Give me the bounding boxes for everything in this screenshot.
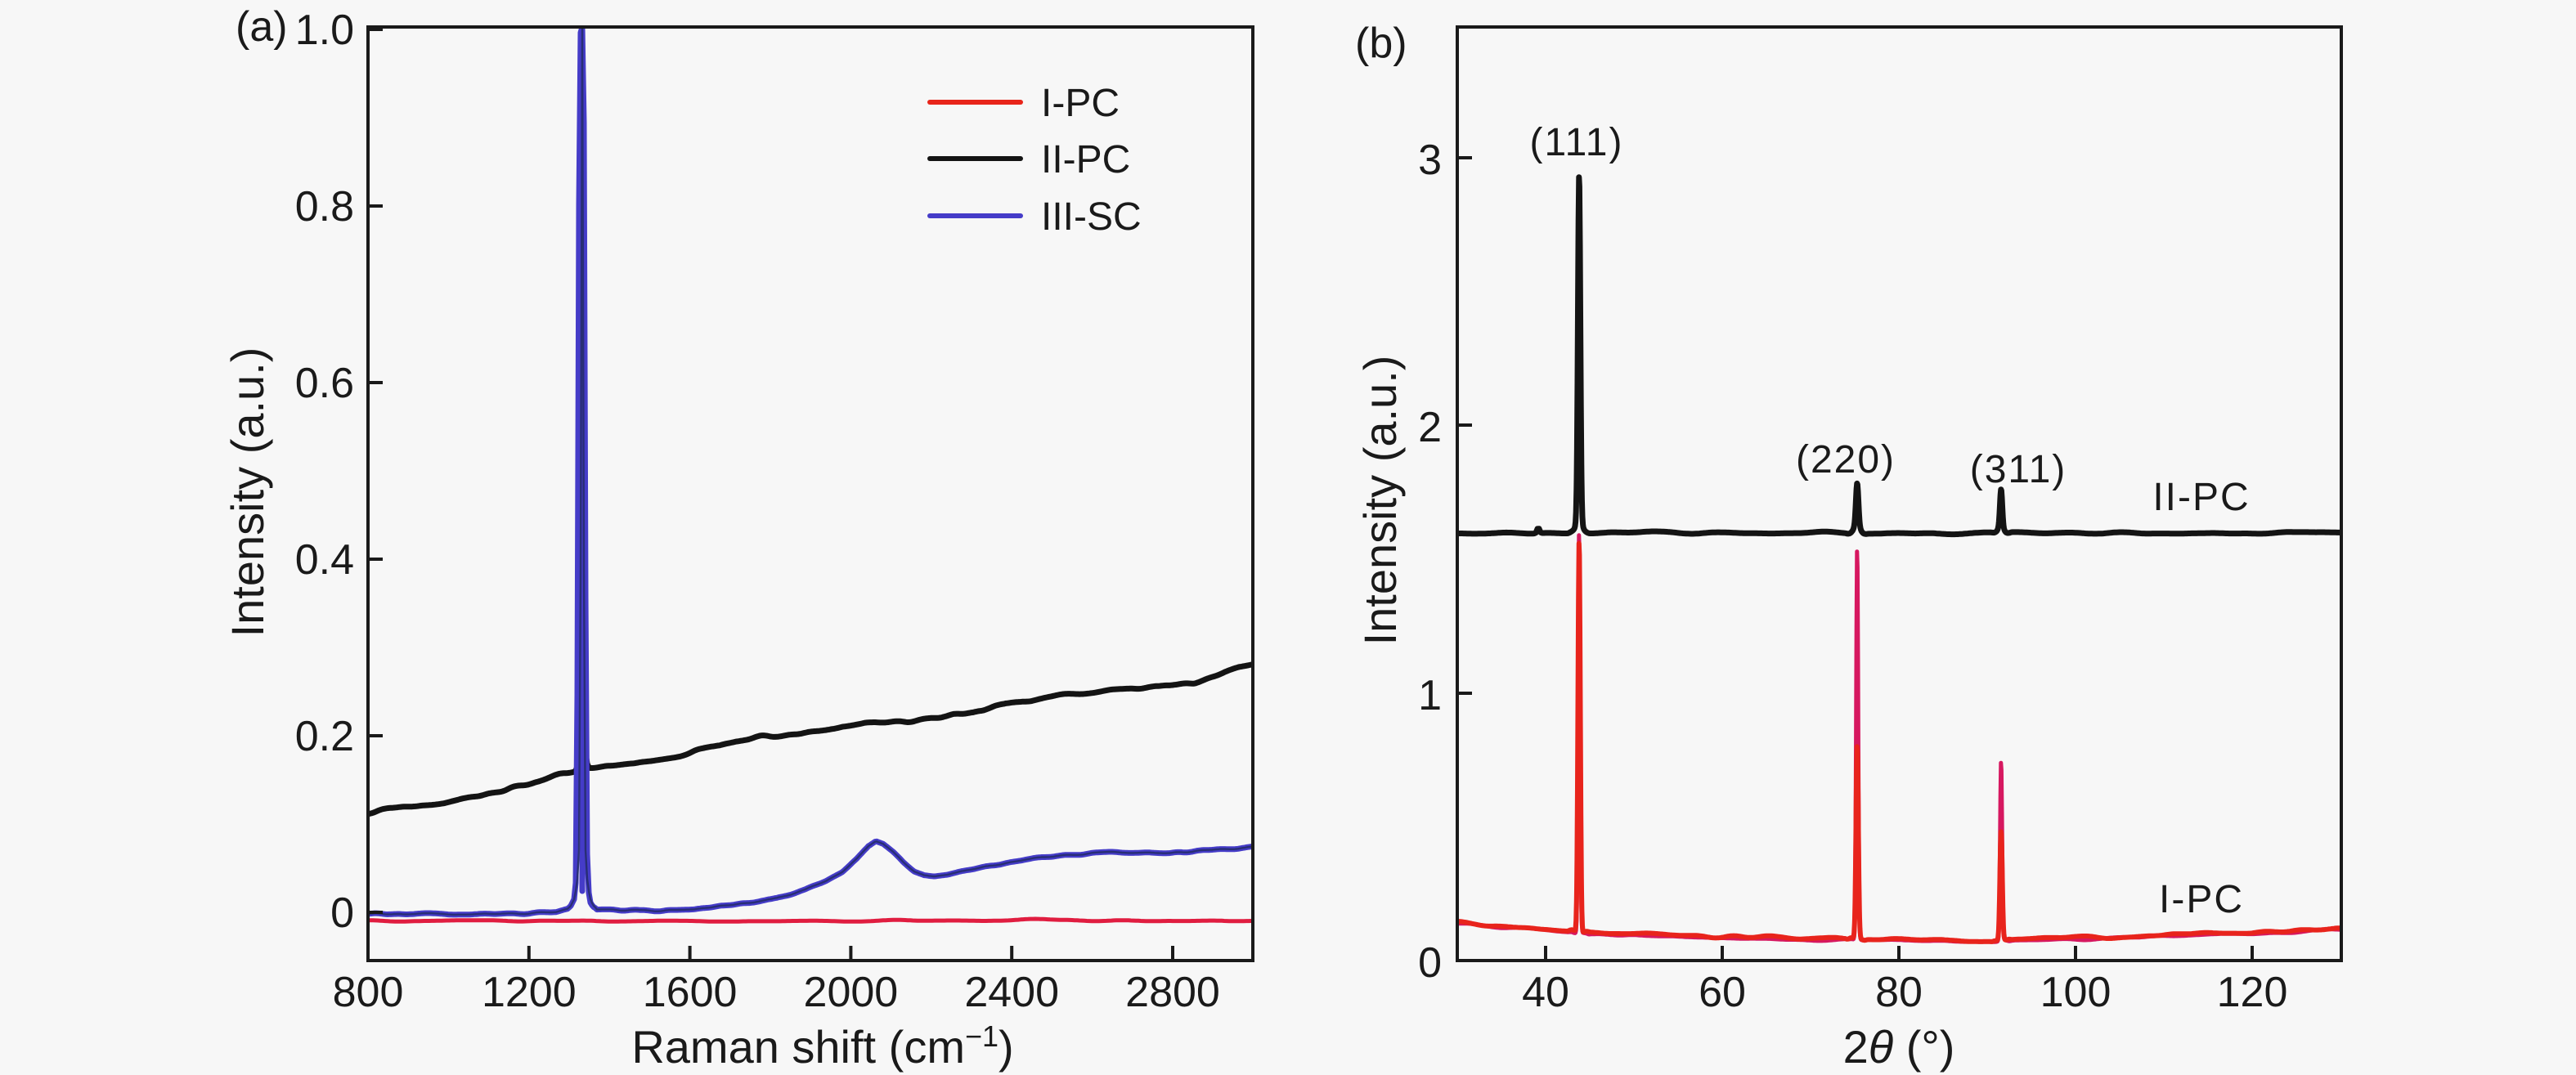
svg-text:1200: 1200 <box>482 969 577 1016</box>
svg-text:120: 120 <box>2217 969 2288 1016</box>
svg-text:II-PC: II-PC <box>2152 476 2250 519</box>
svg-text:40: 40 <box>1522 969 1569 1016</box>
svg-text:(311): (311) <box>1970 448 2067 491</box>
svg-text:(111): (111) <box>1530 121 1624 164</box>
svg-text:800: 800 <box>333 969 404 1016</box>
svg-text:Intensity (a.u.): Intensity (a.u.) <box>1354 356 1406 646</box>
svg-text:3: 3 <box>1418 137 1442 184</box>
svg-text:(220): (220) <box>1796 438 1896 482</box>
svg-text:0.4: 0.4 <box>295 536 354 584</box>
svg-text:2θ (°): 2θ (°) <box>1843 1021 1955 1073</box>
svg-text:0.6: 0.6 <box>295 360 354 407</box>
svg-text:Intensity (a.u.): Intensity (a.u.) <box>222 347 273 638</box>
svg-text:2000: 2000 <box>804 969 899 1016</box>
svg-text:Raman shift (cm−1): Raman shift (cm−1) <box>631 1019 1013 1073</box>
svg-text:80: 80 <box>1875 969 1923 1016</box>
svg-text:(a): (a) <box>236 3 288 51</box>
svg-text:III-SC: III-SC <box>1041 195 1142 239</box>
svg-text:2800: 2800 <box>1125 969 1220 1016</box>
svg-text:0: 0 <box>330 889 354 937</box>
svg-text:I-PC: I-PC <box>1041 82 1120 125</box>
svg-text:1: 1 <box>1418 672 1442 719</box>
svg-text:60: 60 <box>1699 969 1746 1016</box>
svg-text:0.2: 0.2 <box>295 713 354 760</box>
svg-text:I-PC: I-PC <box>2159 878 2244 921</box>
svg-text:2400: 2400 <box>964 969 1059 1016</box>
svg-text:II-PC: II-PC <box>1041 138 1130 181</box>
svg-text:2: 2 <box>1418 404 1442 451</box>
svg-text:100: 100 <box>2040 969 2112 1016</box>
svg-text:(b): (b) <box>1355 20 1407 67</box>
svg-text:1600: 1600 <box>643 969 738 1016</box>
svg-text:0.8: 0.8 <box>295 183 354 231</box>
svg-text:0: 0 <box>1418 939 1442 987</box>
svg-text:1.0: 1.0 <box>295 7 354 54</box>
